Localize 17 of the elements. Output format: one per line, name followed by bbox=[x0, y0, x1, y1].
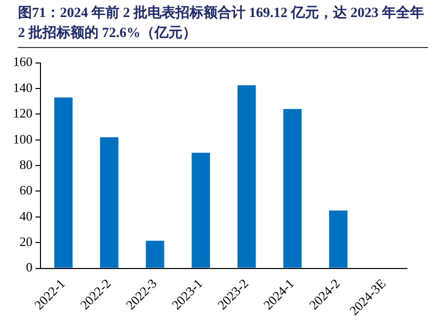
chart-title: 图71：2024 年前 2 批电表招标额合计 169.12 亿元，达 2023 年全年 2 批招标额的 72.6%（亿元） bbox=[18, 4, 428, 48]
y-tick-label: 0 bbox=[26, 260, 32, 275]
y-tick-label: 160 bbox=[13, 54, 32, 70]
y-tick-label: 40 bbox=[20, 208, 32, 224]
bar bbox=[329, 210, 348, 268]
bar bbox=[146, 240, 164, 268]
y-tick-label: 100 bbox=[13, 131, 32, 146]
bar bbox=[283, 109, 302, 268]
bar bbox=[54, 97, 73, 268]
y-tick-label: 140 bbox=[13, 80, 32, 95]
y-tick-label: 20 bbox=[20, 234, 32, 250]
y-tick-label: 120 bbox=[13, 106, 32, 121]
y-tick-label: 60 bbox=[20, 182, 32, 198]
bar bbox=[100, 137, 118, 268]
bar bbox=[192, 152, 210, 268]
y-tick-label: 80 bbox=[20, 156, 32, 172]
bar bbox=[237, 85, 256, 268]
